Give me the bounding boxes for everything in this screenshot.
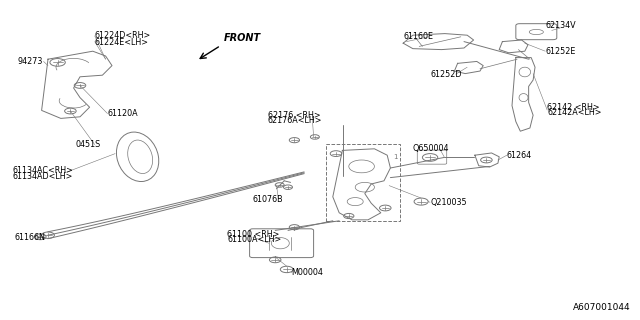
Text: 61100A<LH>: 61100A<LH> xyxy=(227,236,282,244)
Text: 61224D<RH>: 61224D<RH> xyxy=(95,31,151,40)
Text: 62142 <RH>: 62142 <RH> xyxy=(547,103,600,112)
Text: 61076B: 61076B xyxy=(253,195,284,204)
Text: 61134AD<LH>: 61134AD<LH> xyxy=(13,172,73,180)
Text: 0451S: 0451S xyxy=(76,140,100,149)
Text: 61224E<LH>: 61224E<LH> xyxy=(95,38,148,47)
Text: Q650004: Q650004 xyxy=(413,144,449,153)
Text: 62142A<LH>: 62142A<LH> xyxy=(547,108,602,117)
Text: Q210035: Q210035 xyxy=(430,198,467,207)
Text: 61134AC<RH>: 61134AC<RH> xyxy=(13,166,74,175)
Text: 61252E: 61252E xyxy=(545,47,575,56)
Text: 62176A<LH>: 62176A<LH> xyxy=(268,116,322,125)
Text: 62176 <RH>: 62176 <RH> xyxy=(268,111,320,120)
Text: 61166N: 61166N xyxy=(14,233,45,242)
Bar xyxy=(326,144,400,221)
Text: 61160E: 61160E xyxy=(403,32,433,41)
Text: 62134V: 62134V xyxy=(545,21,576,30)
Text: 61252D: 61252D xyxy=(430,70,461,79)
Text: A607001044: A607001044 xyxy=(573,303,630,312)
Text: 61120A: 61120A xyxy=(108,109,138,118)
Text: 94273: 94273 xyxy=(18,57,44,66)
Text: M00004: M00004 xyxy=(291,268,323,277)
Text: 61264: 61264 xyxy=(507,151,532,160)
Text: FRONT: FRONT xyxy=(224,33,261,43)
Text: 61100 <RH>: 61100 <RH> xyxy=(227,230,280,239)
Text: 1: 1 xyxy=(393,154,398,160)
